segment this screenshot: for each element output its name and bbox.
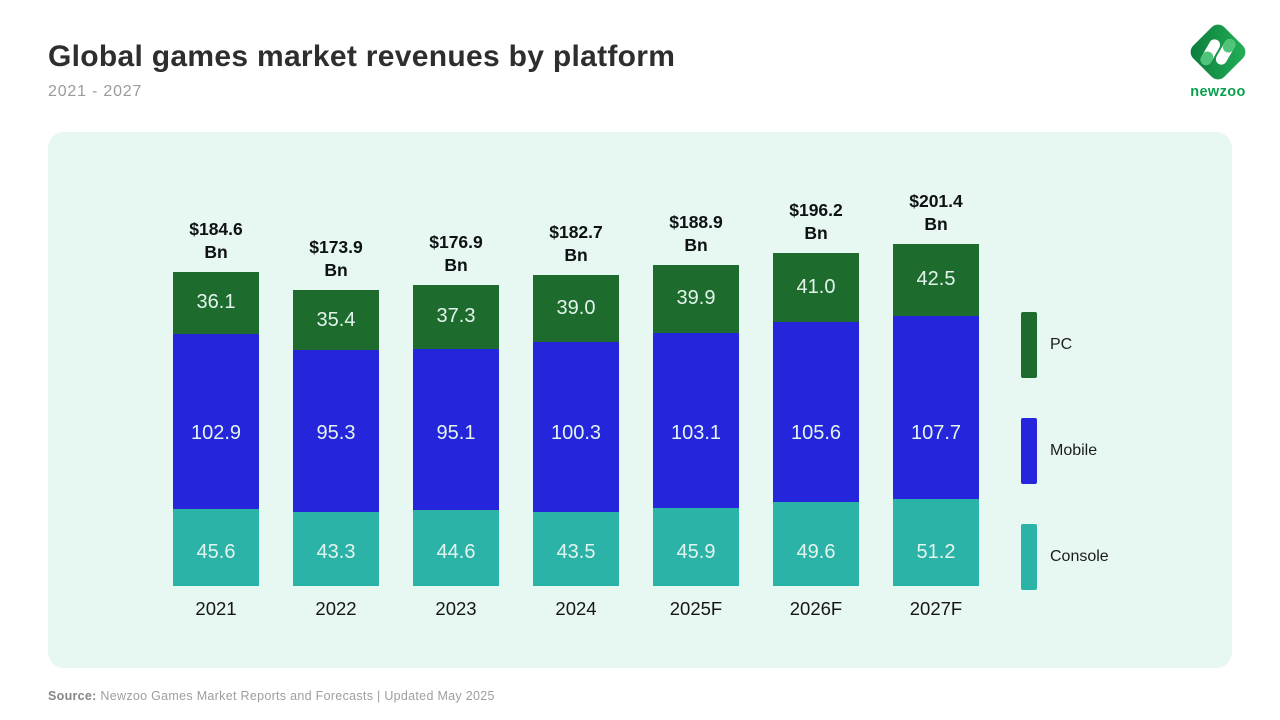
segment-value-console: 43.5 [556,541,596,563]
bar-group-2023: $176.9 Bn 37.3 95.1 44.6 2023 [413,232,499,619]
bar-total-label: $196.2 Bn [789,199,843,243]
segment-value-mobile: 100.3 [550,422,602,444]
bar-segment-mobile-2022 [293,350,379,513]
segment-value-pc: 39.0 [556,296,596,319]
bar-total-label: $184.6 Bn [189,219,243,263]
bar-segment-pc-2027F: 42.5 [893,243,979,316]
legend-label: Mobile [1050,442,1098,459]
bar-total-label: $188.9 Bn [669,211,723,255]
segment-value-pc: 42.5 [916,268,956,291]
page-subtitle: 2021 - 2027 [48,83,143,100]
bar-total-label: $182.7 Bn [549,222,603,266]
segment-value-mobile: 95.1 [436,422,476,444]
bar-group-2027F: $201.4 Bn 42.5 107.7 51.2 2027F [893,191,979,619]
bar-segment-mobile-2026F [773,322,859,502]
bar-segment-console-2027F [893,499,979,586]
legend-swatch-pc [1021,312,1037,378]
segment-value-pc: 36.1 [196,291,236,314]
bar-total-label: $176.9 Bn [429,232,483,276]
segment-value-pc: 39.9 [676,287,716,310]
bar-segment-pc-2025F: 39.9 [653,264,739,333]
x-axis-label-2023: 2023 [435,598,477,619]
bar-segment-mobile-2027F [893,315,979,499]
bar-segment-console-2023 [413,510,499,586]
x-axis-label-2025F: 2025F [669,598,723,619]
bar-group-2022: $173.9 Bn 35.4 95.3 43.3 2022 [293,237,379,619]
segment-value-console: 49.6 [796,541,836,563]
legend-item-mobile: Mobile [1021,418,1097,484]
bar-segment-pc-2024: 39.0 [533,275,619,342]
bar-segment-mobile-2021 [173,333,259,509]
bar-segment-console-2021 [173,508,259,586]
x-axis-label-2026F: 2026F [789,598,843,619]
newzoo-logo-icon: newzoo [1190,24,1246,100]
bar-segment-console-2022 [293,512,379,586]
segment-value-console: 45.9 [676,541,716,563]
legend-label: Console [1050,548,1109,565]
bar-segment-console-2025F [653,508,739,586]
segment-value-pc: 37.3 [436,305,476,328]
bar-segment-console-2024 [533,512,619,586]
header: Global games market revenues by platform… [48,40,675,101]
bar-group-2025F: $188.9 Bn 39.9 103.1 45.9 2025F [653,212,739,619]
newzoo-wordmark: newzoo [1190,84,1246,100]
x-axis-label-2027F: 2027F [909,598,963,619]
bar-total-label: $201.4 Bn [909,190,963,234]
bar-group-2021: $184.6 Bn 36.1 102.9 45.6 2021 [173,219,259,619]
segment-value-console: 44.6 [436,541,476,563]
source-note: Source: Newzoo Games Market Reports and … [48,689,495,703]
bar-group-2024: $182.7 Bn 39.0 100.3 43.5 2024 [533,222,619,619]
segment-value-mobile: 107.7 [910,422,962,444]
segment-value-mobile: 105.6 [790,422,842,444]
source-text: Newzoo Games Market Reports and Forecast… [100,689,495,703]
legend-swatch-console [1021,524,1037,590]
bar-segment-mobile-2023 [413,348,499,511]
x-axis-label-2021: 2021 [195,598,237,619]
bar-segment-mobile-2024 [533,341,619,512]
segment-value-console: 43.3 [316,541,356,563]
legend-item-pc: PC [1021,312,1072,378]
legend-swatch-mobile [1021,418,1037,484]
bar-group-2026F: $196.2 Bn 41.0 105.6 49.6 2026F [773,200,859,619]
segment-value-console: 45.6 [196,541,236,563]
segment-value-pc: 41.0 [796,275,836,298]
bar-segment-console-2026F [773,501,859,586]
newzoo-logo: newzoo [1186,24,1250,107]
legend-label: PC [1050,336,1073,353]
bar-segment-mobile-2025F [653,332,739,508]
bar-segment-pc-2026F: 41.0 [773,252,859,323]
chart-panel: $184.6 Bn 36.1 102.9 45.6 2021 $173.9 Bn 35.4 95.… [48,132,1232,668]
stacked-bar-chart: $184.6 Bn 36.1 102.9 45.6 2021 $173.9 Bn 35.4 95.… [48,132,1232,668]
bar-total-label: $173.9 Bn [309,237,363,281]
segment-value-pc: 35.4 [316,308,356,331]
x-axis-label-2022: 2022 [315,598,357,619]
x-axis-label-2024: 2024 [555,598,597,619]
segment-value-mobile: 95.3 [316,422,356,444]
segment-value-mobile: 103.1 [670,422,722,444]
bar-segment-pc-2022: 35.4 [293,290,379,351]
segment-value-console: 51.2 [916,541,956,563]
segment-value-mobile: 102.9 [190,422,242,444]
bar-segment-pc-2023: 37.3 [413,285,499,349]
source-label: Source: [48,689,97,703]
bar-segment-pc-2021: 36.1 [173,272,259,334]
legend-item-console: Console [1021,524,1109,590]
page-title: Global games market revenues by platform [48,40,676,73]
